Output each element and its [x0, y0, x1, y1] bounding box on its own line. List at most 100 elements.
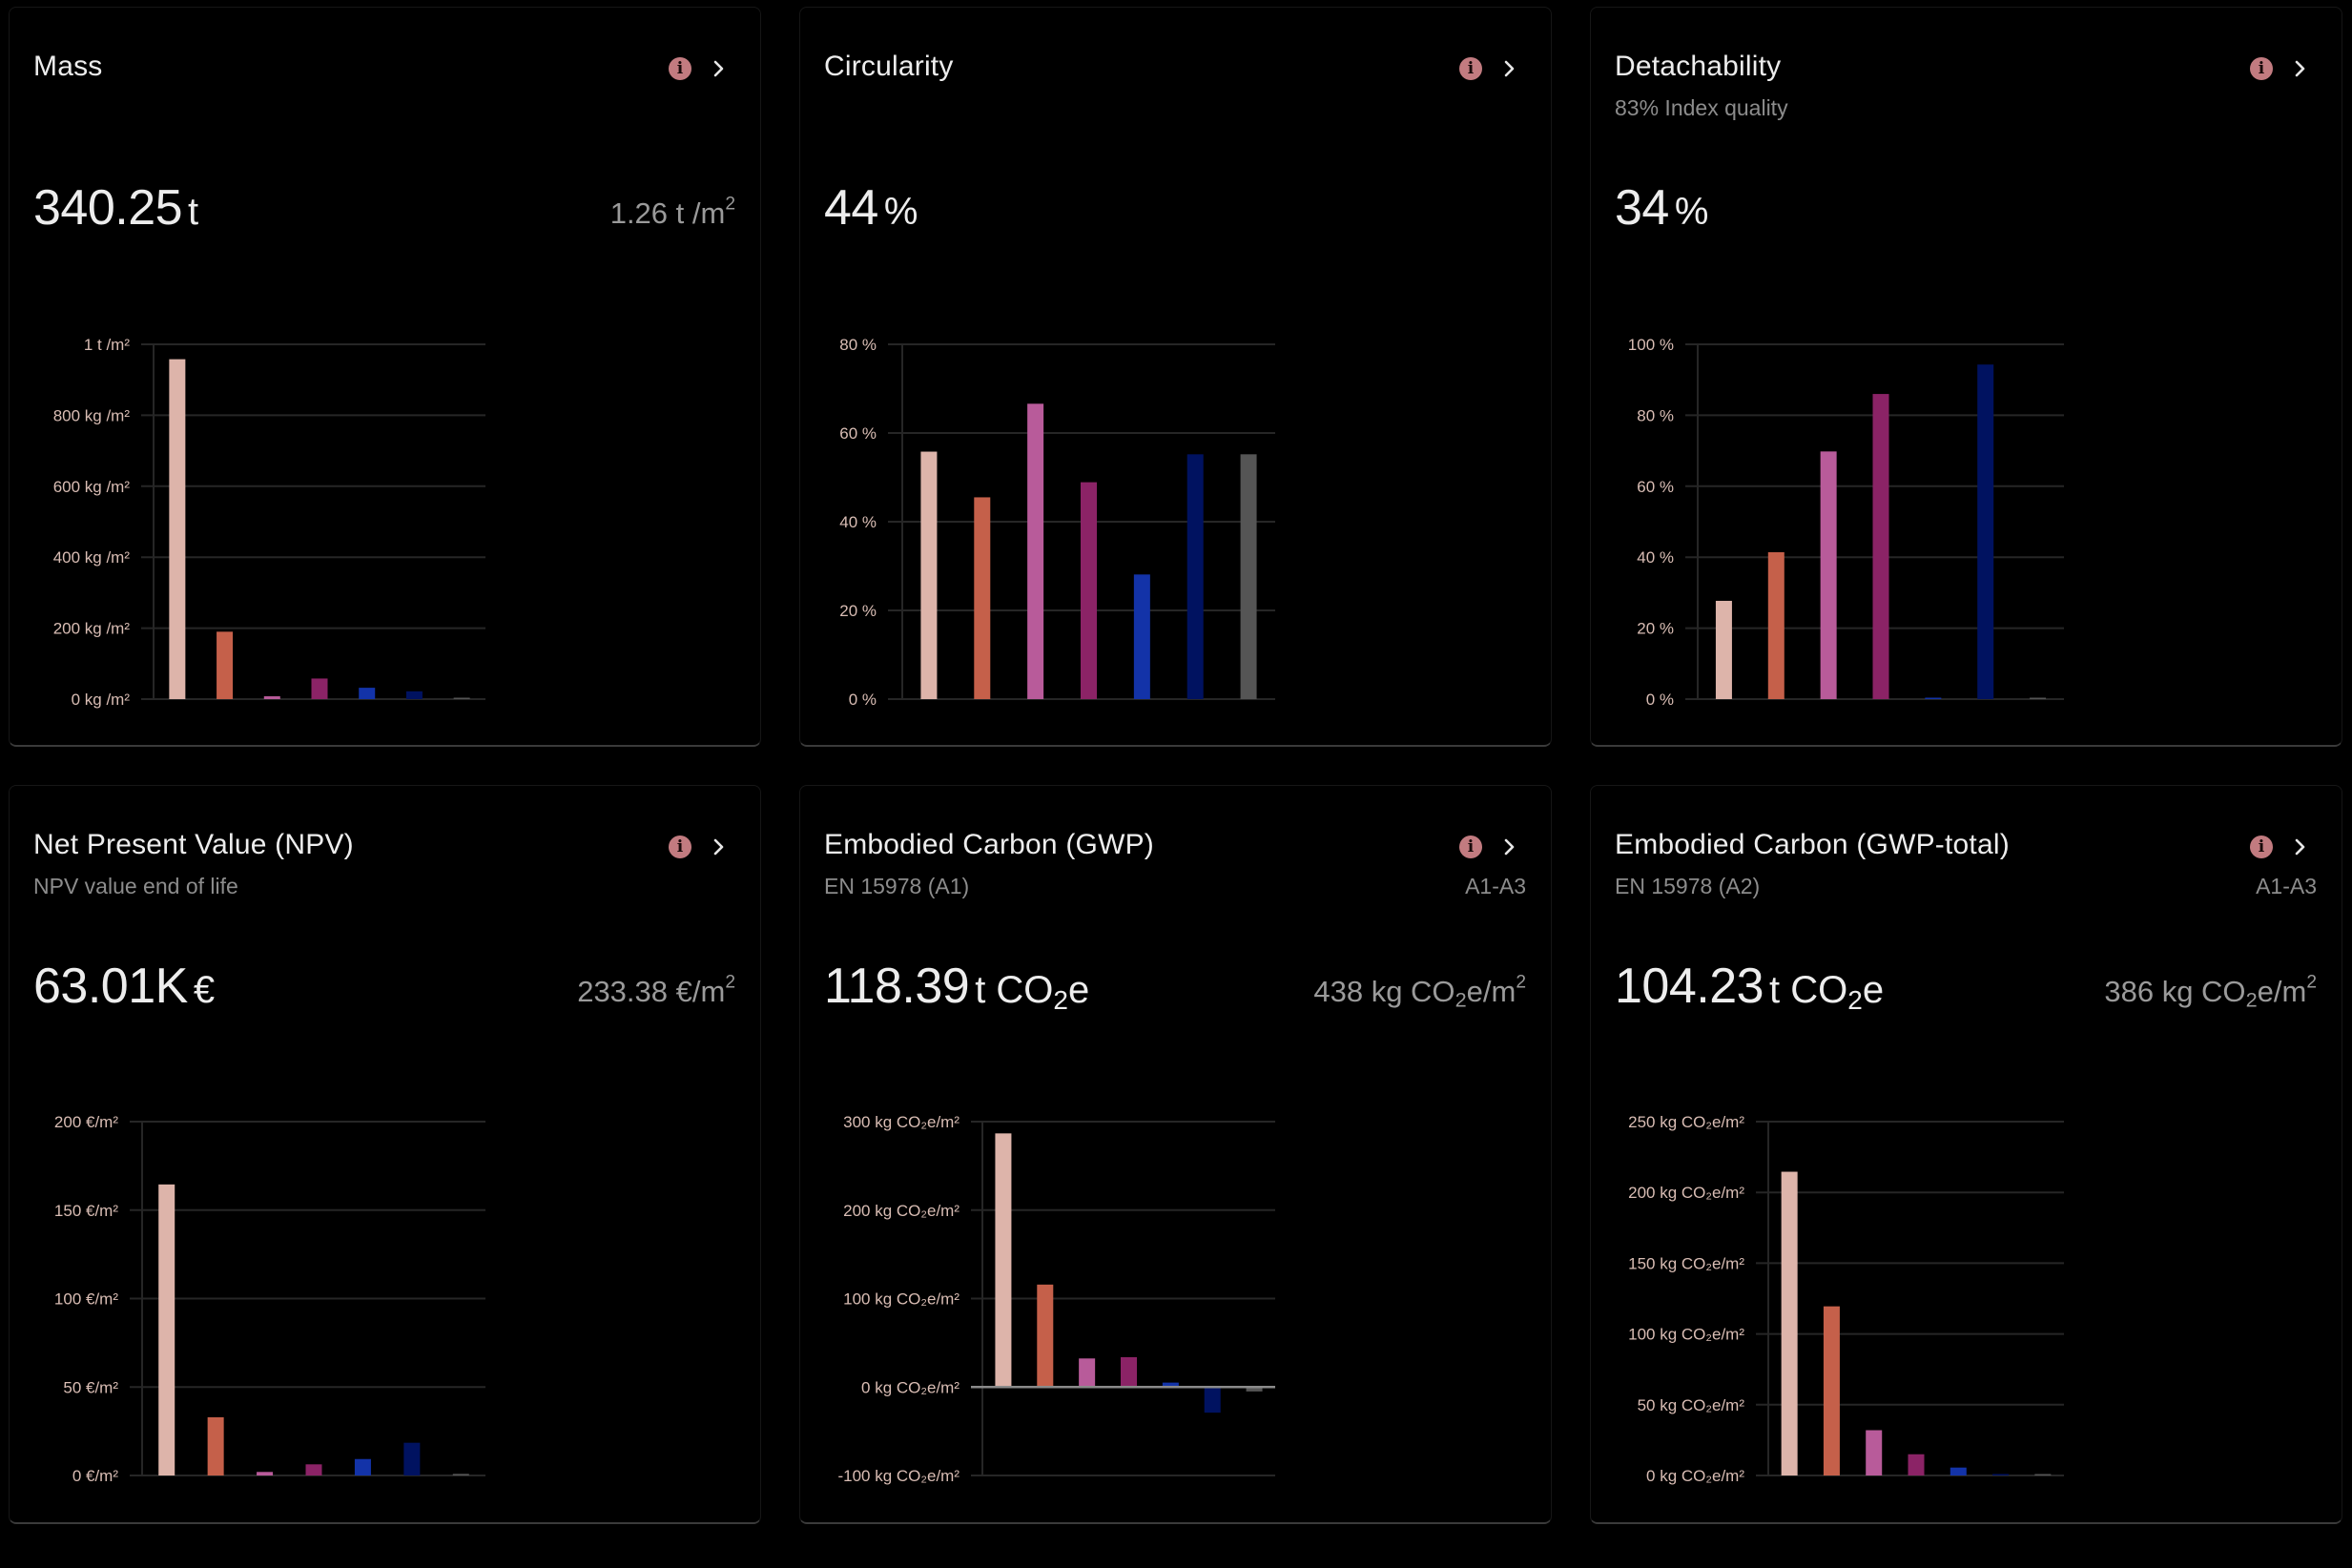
info-icon[interactable]: i	[669, 57, 691, 80]
card-title: Net Present Value (NPV)	[33, 829, 354, 860]
primary-value-number: 118.39	[824, 959, 970, 1014]
metric-card-circularity[interactable]: Circularity i 44% 0 % 20 % 40 % 60 % 80 %	[799, 7, 1552, 747]
y-tick-label: 40 %	[839, 513, 877, 531]
bar-1[interactable]	[995, 1133, 1012, 1388]
y-tick-label: 100 %	[1628, 336, 1674, 354]
metric-card-npv[interactable]: Net Present Value (NPV) NPV value end of…	[9, 785, 761, 1524]
y-tick-label: 40 %	[1637, 548, 1674, 567]
bar-7[interactable]	[2030, 697, 2047, 700]
metric-card-gwp[interactable]: Embodied Carbon (GWP) EN 15978 (A1) A1-A…	[799, 785, 1552, 1524]
y-tick-label: 150 kg CO₂e/m²	[1628, 1254, 1744, 1272]
bar-4[interactable]	[1908, 1454, 1925, 1475]
y-tick-label: 0 €/m²	[72, 1467, 119, 1485]
bar-2[interactable]	[1823, 1306, 1840, 1475]
bar-2[interactable]	[207, 1416, 224, 1475]
bar-5[interactable]	[354, 1458, 371, 1475]
bar-7[interactable]	[453, 697, 470, 700]
y-tick-label: 1 t /m²	[84, 336, 131, 354]
primary-value-number: 340.25	[33, 180, 183, 236]
bar-3[interactable]	[1079, 1358, 1096, 1388]
bar-1[interactable]	[169, 359, 186, 699]
bar-6[interactable]	[1204, 1387, 1221, 1413]
secondary-value: 386 kg CO2e/m2	[2104, 972, 2317, 1012]
bar-1[interactable]	[158, 1184, 175, 1475]
primary-value-number: 44	[824, 180, 878, 236]
card-title: Embodied Carbon (GWP)	[824, 829, 1154, 860]
card-title: Circularity	[824, 51, 954, 82]
card-subtitle: EN 15978 (A2)	[1615, 874, 1761, 898]
bar-3[interactable]	[257, 1472, 274, 1475]
y-tick-label: 60 %	[1637, 478, 1674, 496]
bar-1[interactable]	[1715, 600, 1732, 699]
bar-1[interactable]	[1781, 1171, 1798, 1475]
bar-3[interactable]	[1866, 1430, 1883, 1475]
metric-card-detachability[interactable]: Detachability 83% Index quality i 34% 0 …	[1590, 7, 2342, 747]
primary-value-unit: %	[883, 191, 918, 233]
card-actions: i	[669, 57, 726, 80]
bar-5[interactable]	[359, 688, 376, 699]
info-icon[interactable]: i	[2250, 836, 2273, 858]
bar-1[interactable]	[920, 451, 938, 699]
bar-6[interactable]	[1992, 1474, 2010, 1476]
value-row: 340.25 t 1.26 t /m2	[33, 170, 735, 237]
primary-value: 63.01K €	[33, 958, 215, 1015]
bar-7[interactable]	[452, 1474, 469, 1475]
info-icon[interactable]: i	[1459, 836, 1482, 858]
bar-3[interactable]	[1820, 451, 1837, 699]
y-tick-label: 80 %	[839, 336, 877, 354]
bar-7[interactable]	[1240, 454, 1257, 699]
y-tick-label: 20 %	[1637, 620, 1674, 638]
primary-value: 34%	[1615, 179, 1708, 237]
card-title: Mass	[33, 51, 103, 82]
bar-5[interactable]	[1950, 1467, 1967, 1475]
card-actions: i	[669, 836, 726, 858]
chevron-right-icon[interactable]	[2294, 59, 2307, 78]
info-icon[interactable]: i	[2250, 57, 2273, 80]
metric-card-mass[interactable]: Mass i 340.25 t 1.26 t /m2 0 kg /m² 200 kg…	[9, 7, 761, 747]
bar-5[interactable]	[1133, 574, 1150, 699]
bar-7[interactable]	[1246, 1387, 1263, 1392]
y-tick-label: 0 kg CO₂e/m²	[861, 1378, 959, 1396]
bar-3[interactable]	[1027, 403, 1044, 699]
y-tick-label: 0 %	[849, 691, 877, 709]
metric-card-gwp-total[interactable]: Embodied Carbon (GWP-total) EN 15978 (A2…	[1590, 785, 2342, 1524]
bar-3[interactable]	[263, 696, 280, 699]
y-tick-label: 200 kg /m²	[53, 620, 131, 638]
y-tick-label: 200 €/m²	[54, 1113, 118, 1131]
bar-7[interactable]	[2034, 1474, 2052, 1476]
bar-4[interactable]	[1121, 1356, 1137, 1388]
info-icon[interactable]: i	[669, 836, 691, 858]
y-tick-label: 50 kg CO₂e/m²	[1638, 1396, 1745, 1414]
secondary-value: 438 kg CO2e/m2	[1313, 972, 1526, 1012]
bar-5[interactable]	[1162, 1382, 1179, 1388]
chevron-right-icon[interactable]	[1503, 59, 1516, 78]
bar-6[interactable]	[1977, 364, 1994, 699]
bar-4[interactable]	[305, 1464, 322, 1475]
bar-6[interactable]	[405, 691, 423, 699]
primary-value: 104.23 t CO2e	[1615, 958, 1884, 1015]
primary-value-unit: t CO2e	[975, 969, 1090, 1015]
chevron-right-icon[interactable]	[712, 837, 726, 856]
chevron-right-icon[interactable]	[2294, 837, 2307, 856]
bar-4[interactable]	[311, 678, 328, 699]
info-icon[interactable]: i	[1459, 57, 1482, 80]
bar-chart-1: 0 kg /m² 200 kg /m² 400 kg /m² 600 kg /m² 80…	[10, 8, 762, 748]
bar-2[interactable]	[1767, 551, 1785, 699]
bar-6[interactable]	[1186, 454, 1204, 699]
bar-6[interactable]	[403, 1442, 421, 1475]
card-subtitle-right: A1-A3	[2256, 874, 2317, 898]
chevron-right-icon[interactable]	[1503, 837, 1516, 856]
bar-4[interactable]	[1081, 482, 1097, 699]
primary-value-unit: t CO2e	[1769, 969, 1885, 1015]
y-tick-label: 20 %	[839, 602, 877, 620]
bar-2[interactable]	[217, 631, 234, 699]
chart-svg: 0 % 20 % 40 % 60 % 80 %	[839, 336, 1275, 709]
value-row: 34%	[1615, 170, 2317, 237]
chart-svg: 0 kg /m² 200 kg /m² 400 kg /m² 600 kg /m² 80…	[53, 336, 485, 709]
bar-5[interactable]	[1925, 697, 1942, 700]
chevron-right-icon[interactable]	[712, 59, 726, 78]
bar-4[interactable]	[1872, 394, 1889, 699]
card-subtitle-right: A1-A3	[1465, 874, 1526, 898]
bar-2[interactable]	[974, 497, 991, 699]
bar-2[interactable]	[1037, 1284, 1054, 1388]
